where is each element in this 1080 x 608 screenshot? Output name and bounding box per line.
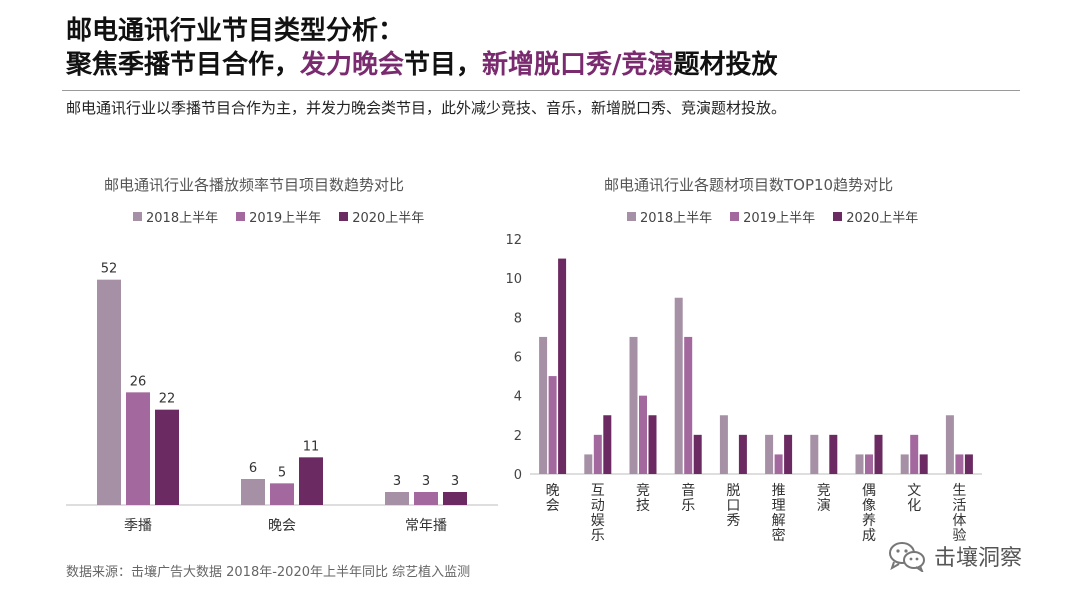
legend-item-2019: 2019上半年 — [236, 207, 321, 226]
left-chart-legend: 2018上半年 2019上半年 2020上半年 — [133, 207, 424, 226]
bar — [270, 483, 294, 505]
title-part-1: 聚焦季播节目合作， — [66, 50, 301, 80]
data-label: 5 — [278, 465, 286, 480]
legend-label-2018: 2018上半年 — [640, 211, 713, 226]
wechat-icon — [889, 542, 925, 572]
bar — [155, 409, 179, 505]
legend-swatch-2018 — [627, 212, 636, 221]
data-label: 11 — [303, 439, 320, 454]
page-title-line2: 聚焦季播节目合作，发力晚会节目，新增脱口秀/竞演题材投放 — [66, 48, 778, 82]
title-part-3: 节目， — [404, 50, 483, 80]
data-label: 26 — [130, 374, 147, 389]
right-chart-legend: 2018上半年 2019上半年 2020上半年 — [627, 207, 918, 226]
page-subtitle: 邮电通讯行业以季播节目合作为主，并发力晚会类节目，此外减少竞技、音乐，新增脱口秀… — [66, 99, 787, 117]
legend-swatch-2018 — [133, 212, 142, 221]
data-label: 3 — [422, 474, 430, 489]
bar — [385, 492, 409, 505]
legend-swatch-2020 — [339, 212, 349, 221]
legend-item-2018: 2018上半年 — [627, 207, 712, 226]
data-label: 6 — [249, 461, 257, 476]
left-chart-title: 邮电通讯行业各播放频率节目项目数趋势对比 — [104, 176, 405, 194]
legend-label-2018: 2018上半年 — [146, 211, 219, 226]
bar — [241, 479, 265, 505]
legend-swatch-2020 — [833, 212, 843, 221]
brand-name: 击壤洞察 — [934, 546, 1023, 571]
bar — [299, 457, 323, 505]
title-block: 邮电通讯行业节目类型分析： 聚焦季播节目合作，发力晚会节目，新增脱口秀/竞演题材… — [66, 14, 778, 82]
brand-watermark: 击壤洞察 — [888, 540, 1022, 572]
right-chart-title: 邮电通讯行业各题材项目数TOP10趋势对比 — [604, 176, 894, 194]
title-part-5: 题材投放 — [673, 50, 778, 80]
title-divider — [62, 90, 1020, 91]
title-part-4-highlight: 新增脱口秀/竞演 — [482, 50, 674, 80]
category-label: 季播 — [124, 518, 152, 534]
legend-swatch-2019 — [730, 212, 740, 221]
bar — [414, 492, 438, 505]
bar — [97, 279, 121, 505]
legend-label-2019: 2019上半年 — [743, 211, 816, 226]
legend-item-2020: 2020上半年 — [833, 207, 918, 226]
bar — [126, 392, 150, 505]
category-label: 晚会 — [268, 518, 296, 534]
legend-label-2020: 2020上半年 — [846, 211, 919, 226]
legend-item-2020: 2020上半年 — [339, 207, 424, 226]
legend-label-2019: 2019上半年 — [249, 211, 322, 226]
bar — [443, 492, 467, 505]
data-label: 3 — [393, 474, 401, 489]
title-part-2-highlight: 发力晚会 — [300, 50, 405, 80]
page-title-line1: 邮电通讯行业节目类型分析： — [66, 16, 405, 46]
category-label: 常年播 — [405, 518, 447, 534]
data-label: 3 — [451, 474, 459, 489]
legend-label-2020: 2020上半年 — [352, 211, 425, 226]
legend-swatch-2019 — [236, 212, 246, 221]
data-source-note: 数据来源：击壤广告大数据 2018年-2020年上半年同比 综艺植入监测 — [66, 565, 471, 580]
legend-item-2018: 2018上半年 — [133, 207, 218, 226]
data-label: 22 — [159, 392, 176, 407]
data-label: 52 — [101, 262, 118, 277]
legend-item-2019: 2019上半年 — [730, 207, 815, 226]
